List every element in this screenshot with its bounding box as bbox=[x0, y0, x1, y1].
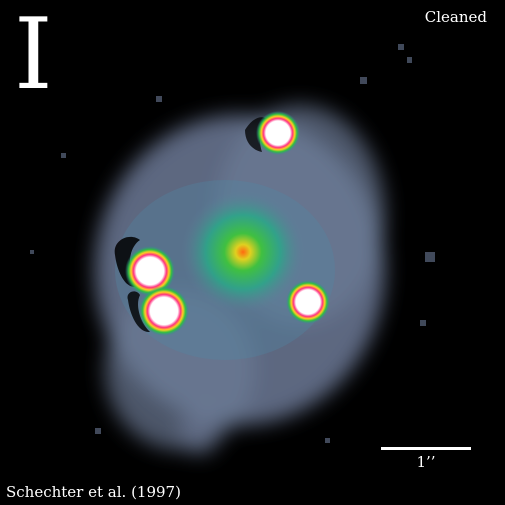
quasar-image-top bbox=[256, 111, 300, 155]
background-noise bbox=[30, 44, 435, 443]
quasar-image-left bbox=[125, 246, 175, 296]
lensing-galaxy bbox=[181, 190, 305, 314]
credit-label: Schechter et al. (1997) bbox=[6, 483, 181, 501]
scale-label: 1’’ bbox=[416, 453, 436, 471]
cleaned-label: Cleaned bbox=[424, 8, 487, 26]
cleaned-residual-lower-left bbox=[127, 291, 150, 333]
quasar-image-lower-left bbox=[139, 286, 189, 336]
scale-bar bbox=[381, 447, 471, 450]
band-letter: I bbox=[14, 0, 53, 112]
quasar-image-right bbox=[286, 280, 330, 324]
